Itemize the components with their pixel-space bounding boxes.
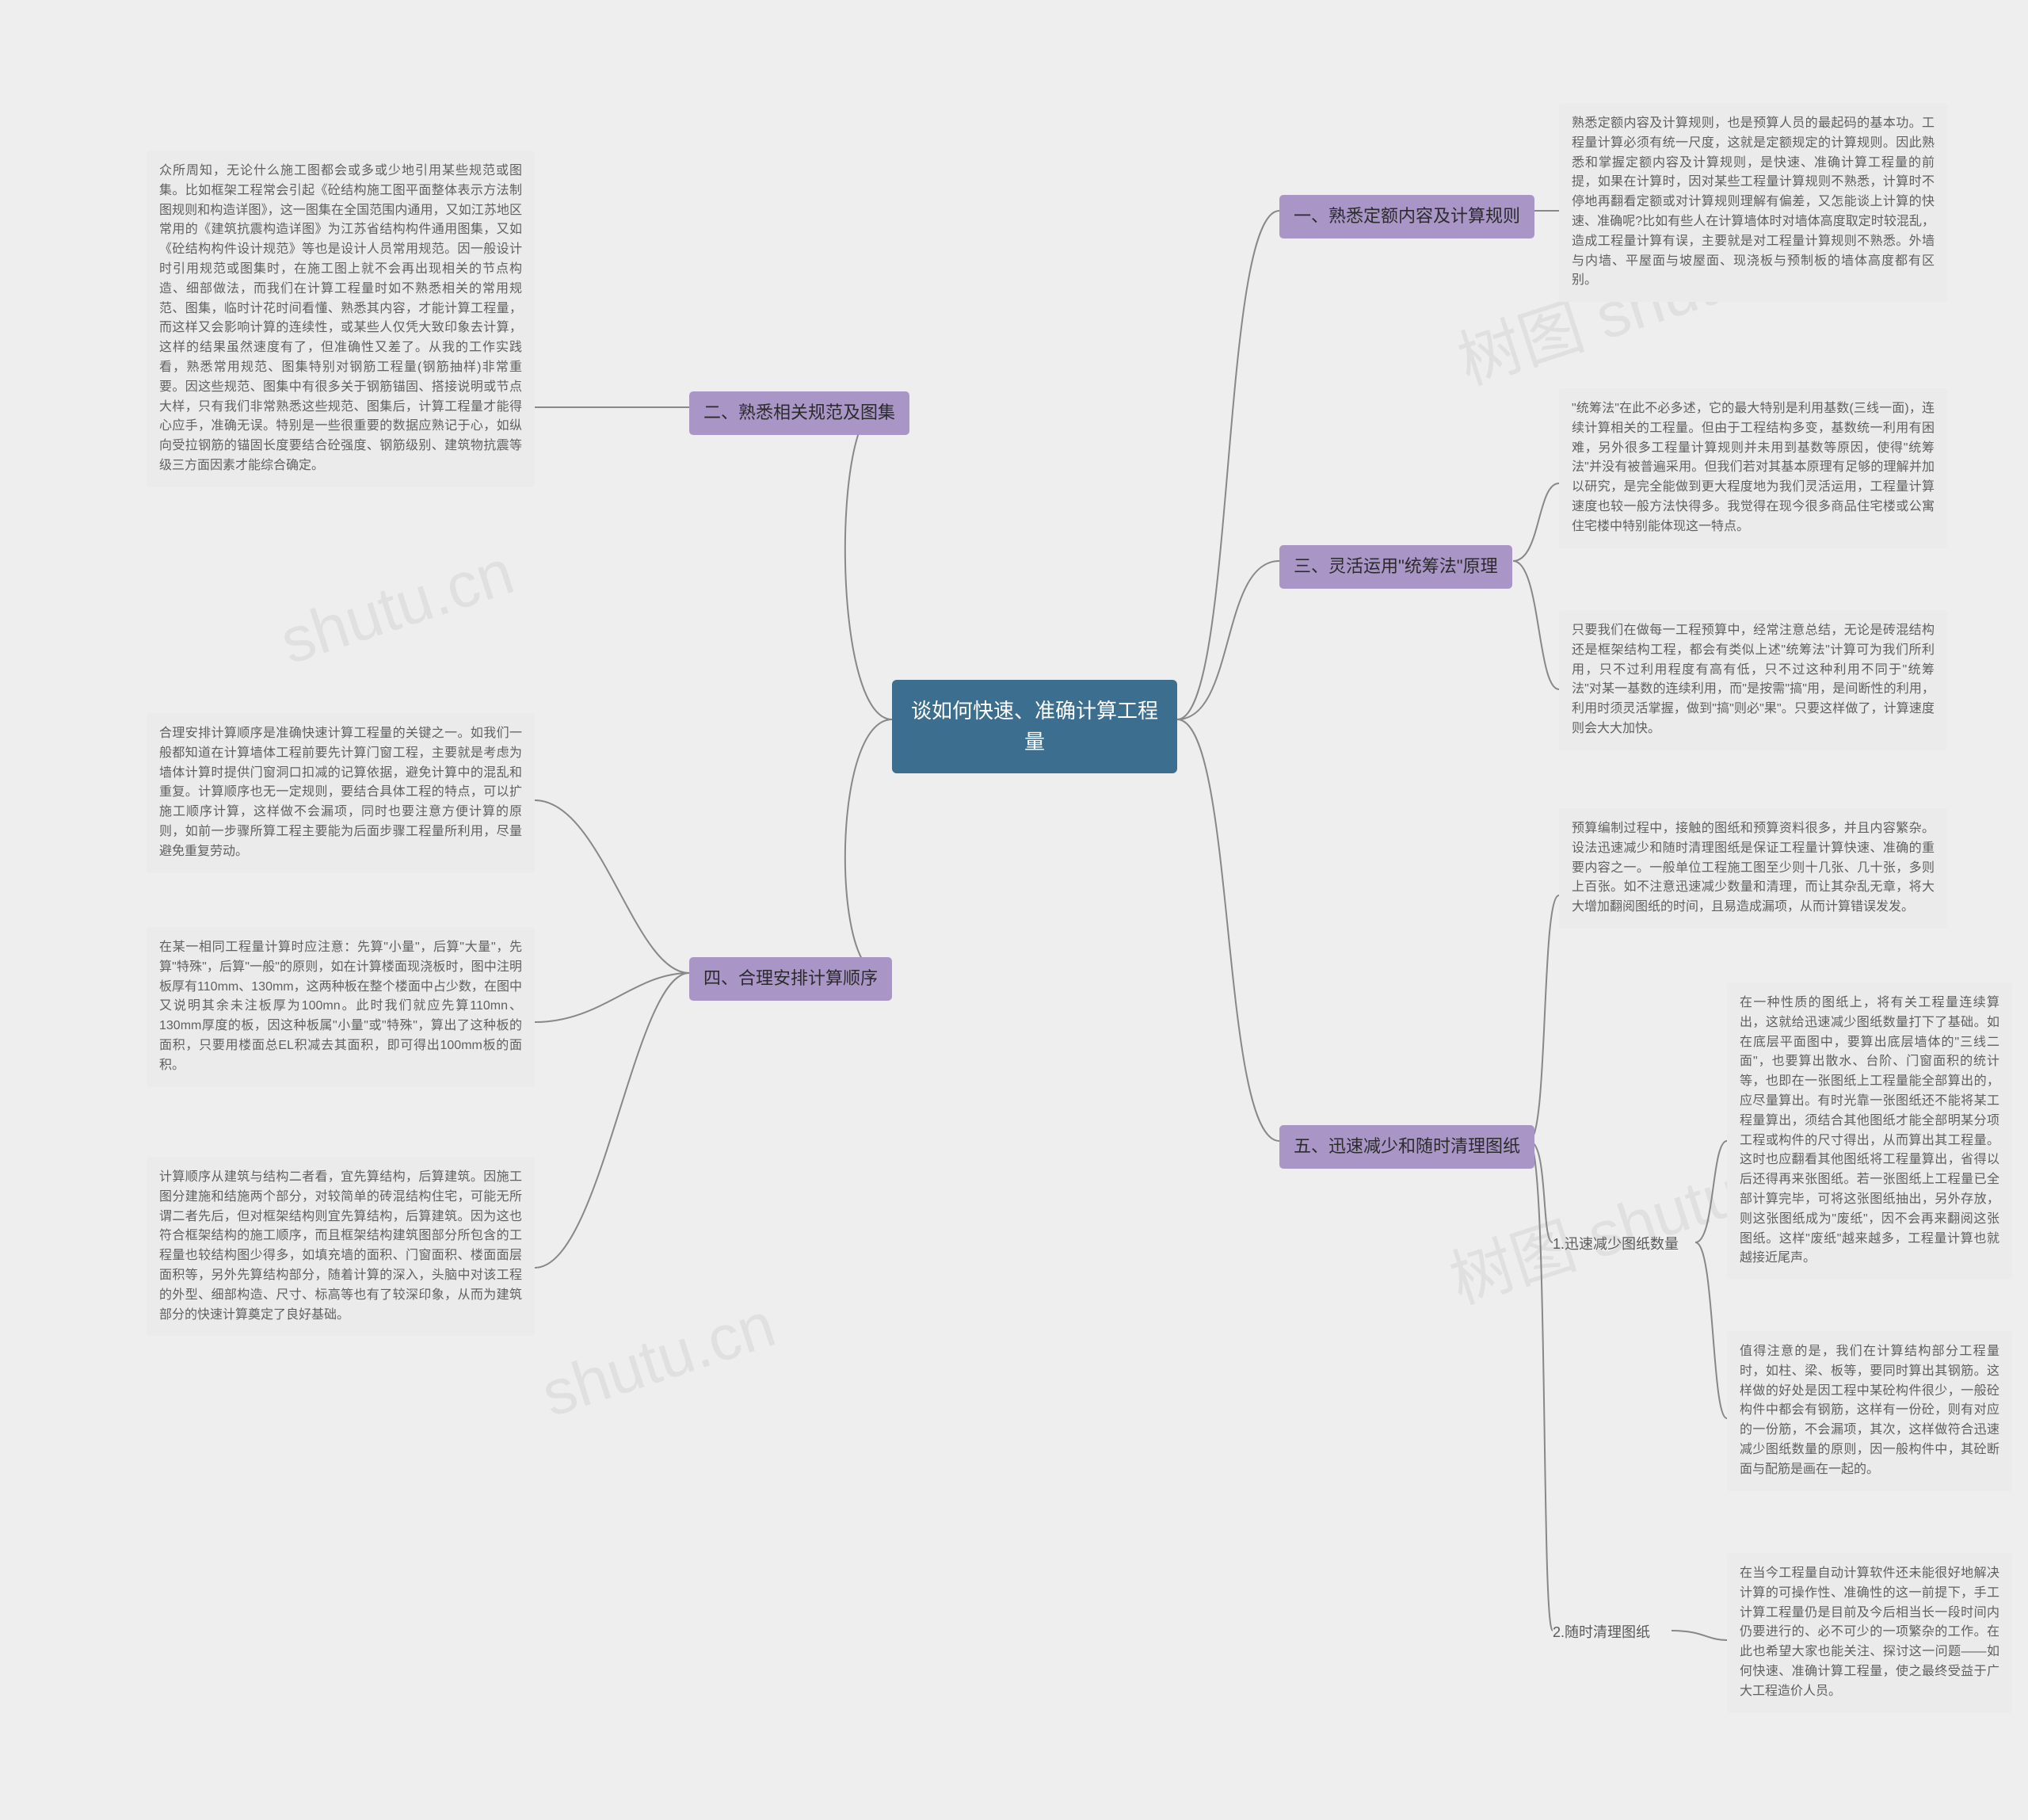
watermark: shutu.cn [272, 536, 522, 679]
leaf-5-1b: 值得注意的是，我们在计算结构部分工程量时，如柱、梁、板等，要同时算出其钢筋。这样… [1727, 1331, 2012, 1491]
leaf-5-2: 在当今工程量自动计算软件还未能很好地解决计算的可操作性、准确性的这一前提下，手工… [1727, 1553, 2012, 1713]
sub-5-1: 1.迅速减少图纸数量 [1553, 1234, 1679, 1254]
leaf-4b: 在某一相同工程量计算时应注意：先算"小量"，后算"大量"，先算"特殊"，后算"一… [147, 927, 535, 1087]
branch-1: 一、熟悉定额内容及计算规则 [1279, 195, 1534, 238]
leaf-2: 众所周知，无论什么施工图都会或多或少地引用某些规范或图集。比如框架工程常会引起《… [147, 151, 535, 487]
branch-4: 四、合理安排计算顺序 [689, 957, 892, 1001]
sub-5-2: 2.随时清理图纸 [1553, 1623, 1650, 1643]
branch-3: 三、灵活运用"统筹法"原理 [1279, 545, 1512, 589]
leaf-4a: 合理安排计算顺序是准确快速计算工程量的关键之一。如我们一般都知道在计算墙体工程前… [147, 713, 535, 873]
leaf-5-top: 预算编制过程中，接触的图纸和预算资料很多，并且内容繁杂。设法迅速减少和随时清理图… [1559, 808, 1947, 929]
branch-2: 二、熟悉相关规范及图集 [689, 391, 909, 435]
branch-5: 五、迅速减少和随时清理图纸 [1279, 1125, 1534, 1169]
leaf-5-1a: 在一种性质的图纸上，将有关工程量连续算出，这就给迅速减少图纸数量打下了基础。如在… [1727, 982, 2012, 1280]
watermark: shutu.cn [533, 1288, 783, 1432]
leaf-3b: 只要我们在做每一工程预算中，经常注意总结，无论是砖混结构还是框架结构工程，都会有… [1559, 610, 1947, 750]
leaf-3a: "统筹法"在此不必多述，它的最大特别是利用基数(三线一面)，连续计算相关的工程量… [1559, 388, 1947, 548]
leaf-1: 熟悉定额内容及计算规则，也是预算人员的最起码的基本功。工程量计算必须有统一尺度，… [1559, 103, 1947, 302]
center-node: 谈如何快速、准确计算工程量 [892, 680, 1177, 773]
leaf-4c: 计算顺序从建筑与结构二者看，宜先算结构，后算建筑。因施工图分建施和结施两个部分，… [147, 1157, 535, 1336]
